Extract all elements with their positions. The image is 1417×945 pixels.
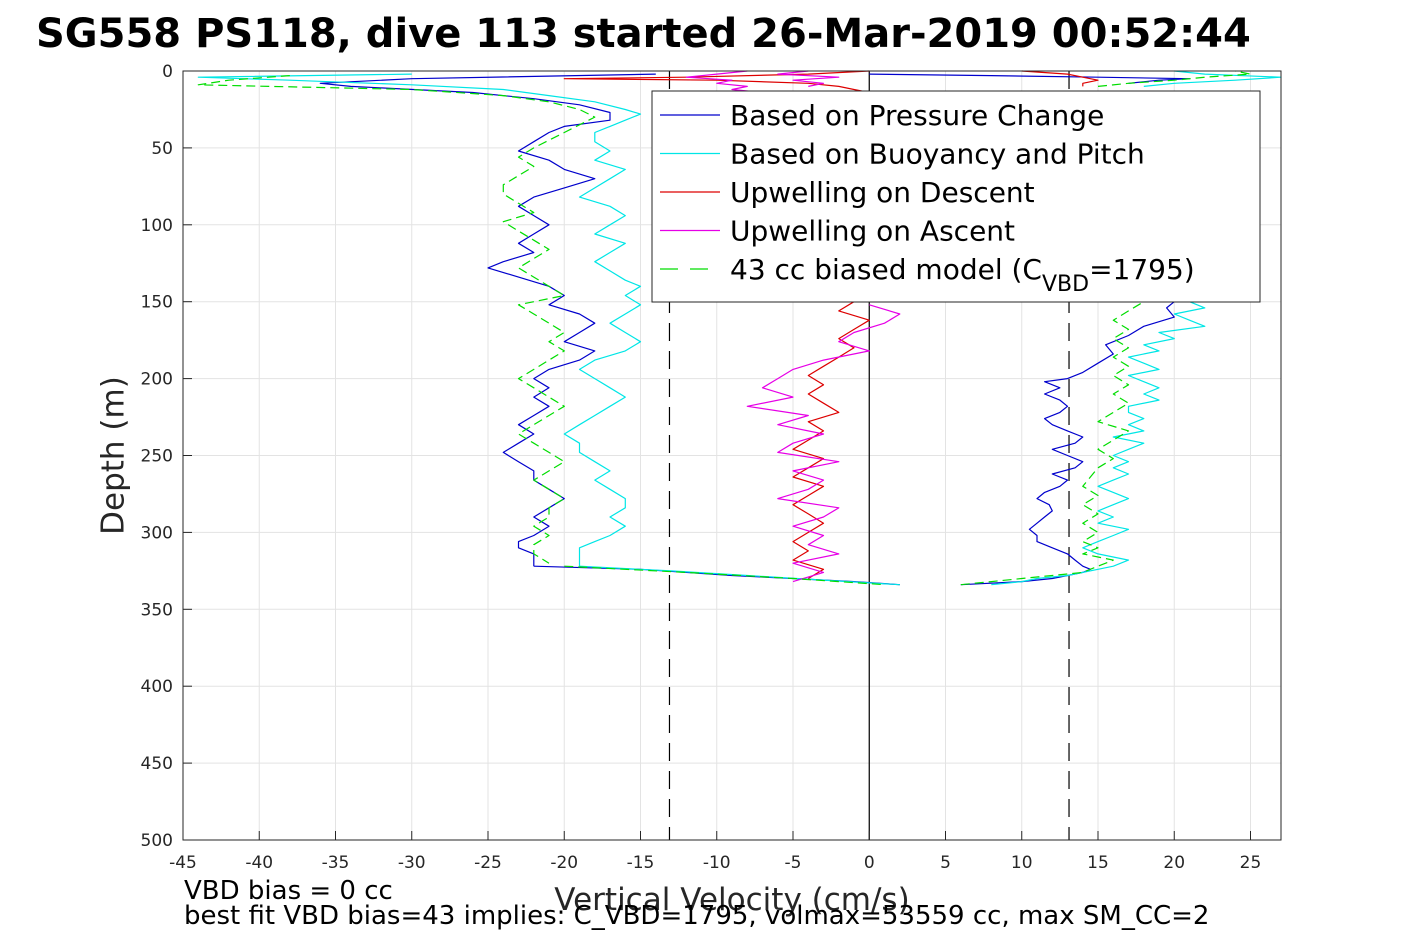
vbd-bias-note: VBD bias = 0 cc bbox=[184, 876, 393, 906]
legend-box bbox=[651, 90, 1261, 303]
series-line-5-descent bbox=[197, 75, 596, 564]
legend-label: 43 cc biased model (CVBD=1795) bbox=[730, 253, 1195, 297]
y-tick-label: 150 bbox=[141, 293, 173, 313]
legend-label: Upwelling on Descent bbox=[730, 176, 1035, 209]
series-line-1-descent bbox=[319, 73, 656, 567]
series-line-2-surface bbox=[1143, 70, 1282, 87]
x-axis-ticks: -45 -40 -35 -30 -25 -20 -15 -10 -5 0 5 10 15 20 25 bbox=[169, 831, 1261, 873]
x-tick-label: 0 bbox=[864, 853, 875, 873]
y-tick-label: 50 bbox=[151, 139, 173, 159]
x-tick-label: 25 bbox=[1240, 853, 1262, 873]
series-line-5-bottom bbox=[564, 565, 885, 586]
series-line-5-ascent bbox=[960, 301, 1145, 586]
series-line-4-ascent bbox=[777, 70, 840, 87]
x-axis-label: Vertical Velocity (cm/s) bbox=[554, 882, 909, 918]
series-line-2-ascent bbox=[991, 301, 1206, 586]
series-line-5-surface bbox=[1097, 70, 1252, 87]
y-tick-label: 400 bbox=[141, 677, 173, 697]
x-tick-label: 10 bbox=[1011, 853, 1033, 873]
y-tick-label: 500 bbox=[141, 831, 173, 851]
y-tick-label: 450 bbox=[141, 754, 173, 774]
y-tick-label: 250 bbox=[141, 447, 173, 467]
series-line-4-descent bbox=[685, 70, 763, 94]
legend-label: Based on Pressure Change bbox=[730, 99, 1104, 132]
series-line-2-descent bbox=[197, 73, 642, 567]
x-tick-label: 5 bbox=[940, 853, 951, 873]
legend: Based on Pressure Change Based on Buoyanc… bbox=[651, 90, 1261, 303]
legend-label: Based on Buoyancy and Pitch bbox=[730, 138, 1145, 171]
series-line-3-bottom bbox=[792, 301, 870, 580]
y-axis-ticks: 0 50 100 150 200 250 300 350 400 450 500 bbox=[141, 62, 192, 851]
series-line-4-bottom bbox=[746, 304, 901, 583]
best-fit-note: best fit VBD bias=43 implies: C_VBD=1795… bbox=[184, 901, 1210, 931]
y-axis-label: Depth (m) bbox=[96, 376, 132, 535]
legend-label: Upwelling on Ascent bbox=[730, 215, 1015, 248]
x-tick-label: 15 bbox=[1087, 853, 1109, 873]
y-tick-label: 300 bbox=[141, 523, 173, 543]
x-tick-label: -35 bbox=[322, 853, 350, 873]
series-line-3-ascent bbox=[1021, 70, 1099, 87]
x-tick-label: 20 bbox=[1163, 853, 1185, 873]
x-tick-label: -45 bbox=[169, 853, 197, 873]
chart-title: SG558 PS118, dive 113 started 26-Mar-201… bbox=[36, 11, 1251, 57]
x-tick-label: -5 bbox=[785, 853, 802, 873]
x-tick-label: -40 bbox=[245, 853, 273, 873]
y-tick-label: 100 bbox=[141, 216, 173, 236]
x-tick-label: -30 bbox=[398, 853, 426, 873]
y-tick-label: 200 bbox=[141, 370, 173, 390]
x-tick-label: -20 bbox=[550, 853, 578, 873]
x-tick-label: -25 bbox=[474, 853, 502, 873]
y-tick-label: 0 bbox=[162, 62, 173, 82]
series-line-1-surface bbox=[869, 73, 1191, 84]
x-tick-label: -15 bbox=[627, 853, 655, 873]
y-tick-label: 350 bbox=[141, 600, 173, 620]
series-line-1-ascent bbox=[960, 301, 1175, 586]
x-tick-label: -10 bbox=[703, 853, 731, 873]
